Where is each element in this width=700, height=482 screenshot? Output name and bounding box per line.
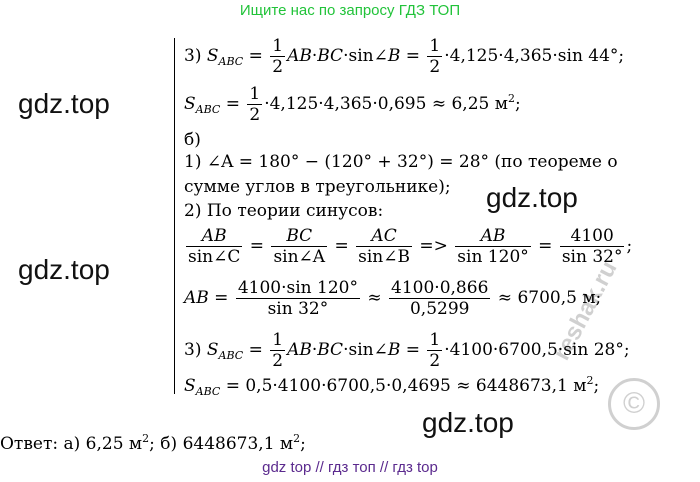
- answer-line: Ответ: а) 6,25 м2; б) 6448673,1 м2;: [0, 432, 306, 454]
- watermark-gdz-4: gdz.top: [422, 407, 514, 438]
- solution-line-2: SABC = 1 2·4,125·4,365·0,695 ≈ 6,25 м2;: [184, 84, 521, 125]
- solution-line-5: сумме углов в треугольнике);: [184, 177, 451, 197]
- margin-line: [174, 38, 175, 394]
- solution-line-3: б): [184, 130, 201, 150]
- watermark-gdz-3: gdz.top: [486, 182, 578, 213]
- solution-line-4: 1) ∠A = 180° − (120° + 32°) = 28° (по те…: [184, 152, 618, 172]
- top-banner: Ищите нас по запросу ГДЗ ТОП: [239, 2, 461, 19]
- solution-line-10: SABC = 0,5·4100·6700,5·0,4695 ≈ 6448673,…: [184, 374, 600, 398]
- solution-line-9: 3) SABC = 1 2 AB·BC·sin∠B = 1 2·4100·6700,5…: [184, 330, 630, 371]
- copyright-icon: ©: [608, 378, 660, 430]
- bottom-banner: gdz top // гдз топ // гдз top: [262, 459, 438, 476]
- watermark-gdz-1: gdz.top: [18, 88, 110, 119]
- solution-line-8: AB = 4100·sin 120° sin 32° ≈ 4100·0,866 0,…: [184, 278, 602, 319]
- solution-line-1: 3) SABC = 1 2 AB·BC·sin∠B = 1 2·4,125·4,365…: [184, 36, 625, 77]
- solution-line-7: AB sin∠C = BC sin∠A = AC sin∠B => AB sin 120…: [186, 226, 633, 267]
- solution-line-6: 2) По теории синусов:: [184, 201, 384, 221]
- watermark-gdz-2: gdz.top: [18, 254, 110, 285]
